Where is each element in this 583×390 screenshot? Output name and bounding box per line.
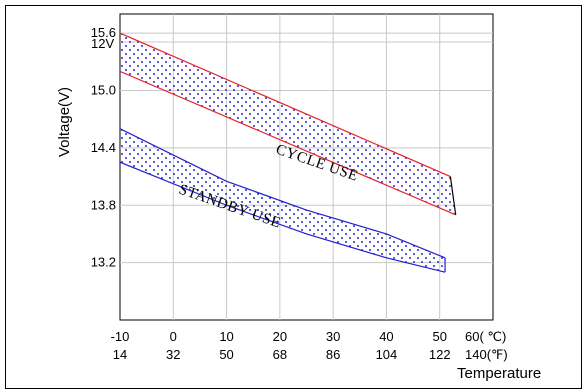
x-tick-label-celsius: 10 [219, 329, 233, 344]
x-tick-labels: -10 14 0 32 10 50 20 68 30 86 40 104 50 122 [111, 329, 451, 362]
x-tick-label-fahrenheit: 68 [273, 347, 287, 362]
y-axis-title: Voltage(V) [56, 87, 73, 157]
y-tick-label: 15.0 [91, 83, 116, 98]
y-tick-label: 15.6 [91, 25, 116, 40]
y-tick-labels: 13.2 13.8 14.4 15.0 15.6 [91, 25, 116, 270]
bands [119, 32, 457, 273]
x-unit-celsius: 60( ℃) [465, 329, 506, 344]
x-tick-label-fahrenheit: 14 [113, 347, 127, 362]
x-tick-label-celsius: 20 [273, 329, 287, 344]
band-upper-line-cycle-use [119, 32, 451, 178]
x-tick-label-fahrenheit: 50 [219, 347, 233, 362]
y-unit-label: 12V [91, 36, 114, 51]
band-lower-line-standby-use [119, 161, 446, 273]
x-tick-label-celsius: 30 [326, 329, 340, 344]
y-tick-label: 14.4 [91, 140, 116, 155]
y-tick-label: 13.8 [91, 197, 116, 212]
x-tick-label-celsius: 0 [170, 329, 177, 344]
x-tick-label-fahrenheit: 104 [376, 347, 398, 362]
band-lower-line-cycle-use [119, 70, 456, 216]
x-tick-label-celsius: 50 [432, 329, 446, 344]
plot-area [119, 13, 494, 321]
x-tick-label-celsius: 40 [379, 329, 393, 344]
x-tick-label-fahrenheit: 122 [429, 347, 451, 362]
band-end-line-cycle-use [449, 176, 457, 215]
band-fill-standby-use [120, 128, 446, 273]
x-tick-label-fahrenheit: 32 [166, 347, 180, 362]
x-tick-label-fahrenheit: 86 [326, 347, 340, 362]
x-unit-fahrenheit: 140(℉) [465, 347, 508, 362]
band-fill-cycle-use [120, 33, 456, 215]
y-tick-label: 13.2 [91, 255, 116, 270]
band-upper-line-standby-use [119, 128, 446, 259]
x-axis-title: Temperature [457, 365, 541, 382]
x-tick-label-celsius: -10 [111, 329, 130, 344]
chart-frame [5, 5, 582, 389]
